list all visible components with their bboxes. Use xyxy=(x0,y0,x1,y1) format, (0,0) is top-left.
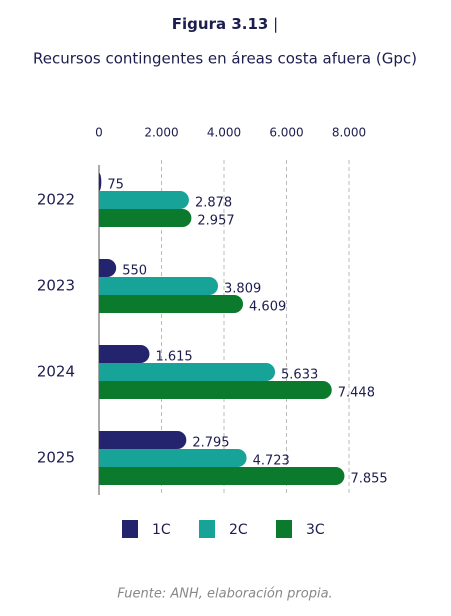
bar xyxy=(99,191,189,209)
chart-title: Figura 3.13 xyxy=(172,15,269,33)
legend-swatch xyxy=(199,520,215,538)
legend-label: 1C xyxy=(152,522,171,538)
source: Fuente: ANH, elaboración propia. xyxy=(117,587,332,602)
x-tick-label: 8.000 xyxy=(332,126,366,140)
bar xyxy=(99,363,276,381)
value-label: 4.723 xyxy=(253,454,290,469)
value-label: 2.795 xyxy=(192,436,229,451)
value-label: 1.615 xyxy=(155,350,192,365)
legend-swatch xyxy=(276,520,292,538)
y-tick-label: 2025 xyxy=(37,449,75,467)
bar xyxy=(99,381,332,399)
bar xyxy=(99,431,187,449)
bar xyxy=(99,467,345,485)
y-tick-label: 2023 xyxy=(37,277,75,295)
y-tick-label: 2024 xyxy=(37,363,75,381)
value-label: 7.448 xyxy=(338,386,375,401)
value-label: 2.878 xyxy=(195,196,232,211)
bar xyxy=(99,173,102,191)
bar xyxy=(99,277,219,295)
value-label: 2.957 xyxy=(197,214,234,229)
bar xyxy=(99,259,117,277)
bar xyxy=(99,209,192,228)
value-label: 4.609 xyxy=(249,300,286,315)
x-tick-label: 2.000 xyxy=(144,126,178,140)
legend-label: 3C xyxy=(306,522,325,538)
value-label: 75 xyxy=(107,178,124,193)
legend-label: 2C xyxy=(229,522,248,538)
x-tick-label: 4.000 xyxy=(207,126,241,140)
legend-swatch xyxy=(122,520,138,538)
chart-title-line: Figura 3.13 | xyxy=(172,15,278,33)
value-label: 3.809 xyxy=(224,282,261,297)
x-tick-label: 6.000 xyxy=(269,126,303,140)
y-tick-label: 2022 xyxy=(37,191,75,209)
chart-subtitle: Recursos contingentes en áreas costa afu… xyxy=(33,50,417,68)
value-label: 550 xyxy=(122,264,147,279)
value-label: 5.633 xyxy=(281,368,318,383)
x-tick-label: 0 xyxy=(95,126,103,140)
bar xyxy=(99,345,150,363)
value-label: 7.855 xyxy=(350,472,387,487)
bar xyxy=(99,295,244,313)
title-separator: | xyxy=(273,15,278,33)
bar xyxy=(99,449,247,467)
